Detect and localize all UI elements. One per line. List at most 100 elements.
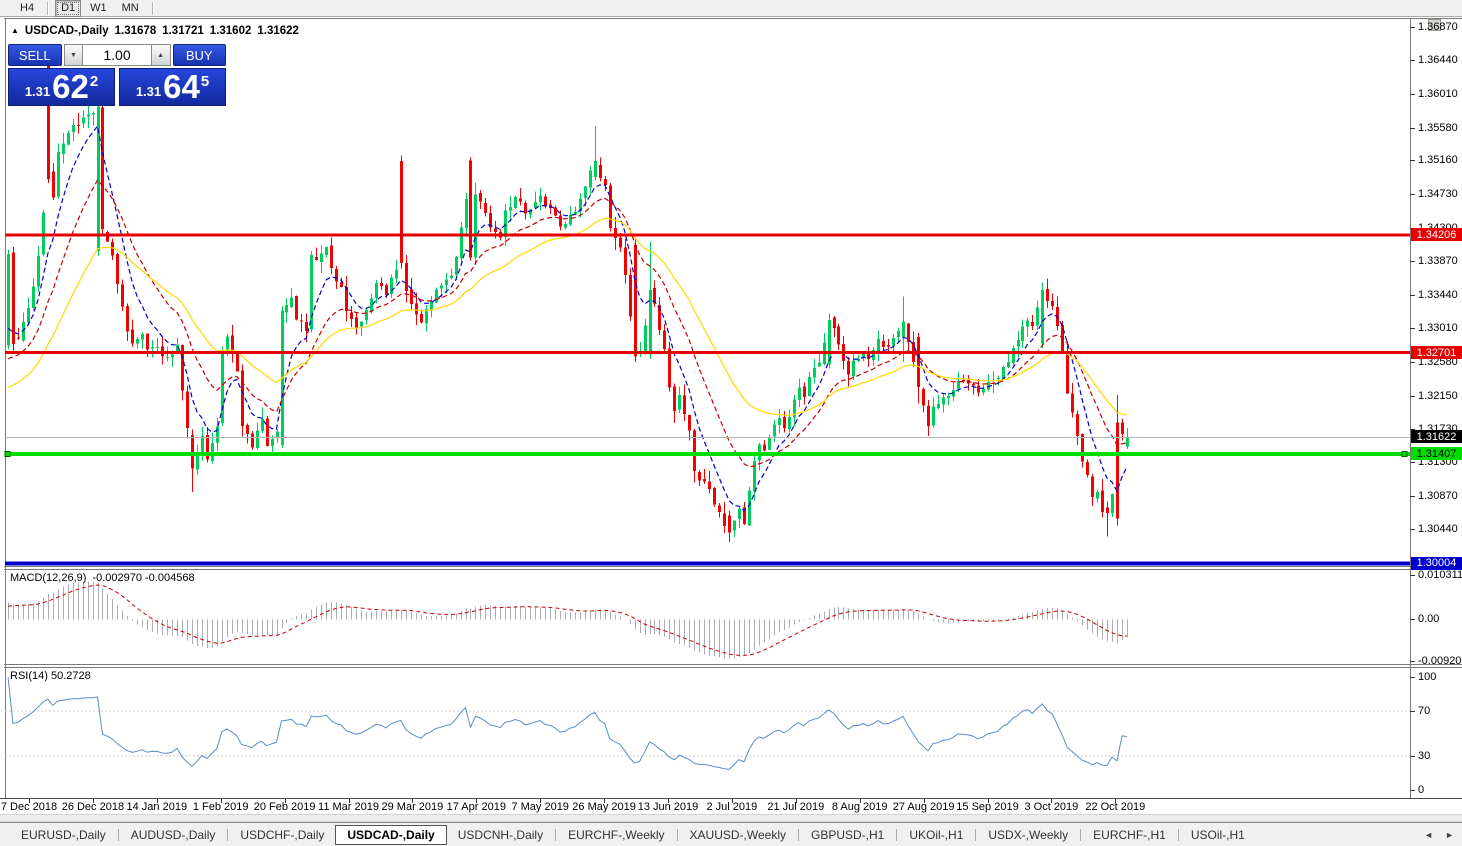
buy-price-prefix: 1.31 (135, 84, 162, 99)
volume-input[interactable]: 1.00 (83, 44, 151, 66)
price-axis-label: 1.33440 (1418, 288, 1458, 301)
price-axis-label: 1.33010 (1418, 322, 1458, 335)
date-axis-label: 17 Apr 2019 (446, 801, 506, 813)
price-axis-label: 1.30870 (1418, 489, 1458, 502)
chart-tab-audusd-daily[interactable]: AUDUSD-,Daily (130, 827, 216, 842)
chart-tab-gbpusd-h1[interactable]: GBPUSD-,H1 (811, 827, 885, 842)
tab-scroll-right-icon[interactable]: ► (1445, 829, 1454, 840)
buy-price-big: 64 (163, 68, 200, 105)
toolbar-separator (47, 1, 49, 15)
macd-axis-label: -0.009203 (1418, 655, 1462, 667)
chart-tab-eurchf-h1[interactable]: EURCHF-,H1 (1093, 827, 1166, 842)
chart-tab-ukoil-h1[interactable]: UKOil-,H1 (909, 827, 964, 842)
volume-decrease-button[interactable]: ▼ (63, 44, 84, 66)
tab-separator (1177, 828, 1179, 841)
date-axis-label: 2 Jul 2019 (706, 801, 758, 813)
chart-tab-usdchf-daily[interactable]: USDCHF-,Daily (240, 827, 325, 842)
date-axis-label: 3 Oct 2019 (1024, 801, 1079, 813)
date-axis-tick (1115, 799, 1117, 803)
collapse-panel-icon[interactable]: ▲ (11, 26, 19, 35)
date-axis-tick (795, 799, 797, 803)
one-click-trading-panel: SELL ▼ 1.00 ▲ BUY 1.31 62 2 1.31 64 5 (8, 44, 226, 106)
price-axis-label: 1.34730 (1418, 188, 1458, 201)
price-axis-label: 1.36010 (1418, 87, 1458, 100)
buy-price-pip: 5 (200, 73, 210, 90)
date-axis-label: 21 Jul 2019 (767, 801, 825, 813)
date-axis-tick (29, 799, 30, 803)
timeframe-toolbar: H4 D1 W1 MN (0, 0, 1462, 17)
date-axis-label: 14 Jan 2019 (126, 801, 188, 813)
volume-increase-button[interactable]: ▲ (150, 44, 171, 66)
date-axis-tick (348, 799, 350, 803)
buy-button[interactable]: BUY (172, 44, 226, 66)
chart-tab-usdcnh-daily[interactable]: USDCNH-,Daily (457, 827, 544, 842)
chart-tab-usoil-h1[interactable]: USOil-,H1 (1190, 827, 1245, 842)
date-axis-label: 7 May 2019 (511, 801, 569, 813)
tab-separator (975, 828, 977, 841)
macd-axis-label: 0.00 (1418, 613, 1440, 625)
date-axis-label: 26 May 2019 (572, 801, 636, 813)
sell-price-display[interactable]: 1.31 62 2 (8, 68, 115, 106)
timeframe-button-d1[interactable]: D1 (55, 0, 82, 17)
rsi-axis-label: 30 (1418, 750, 1431, 763)
chart-tab-bar: EURUSD-,Daily AUDUSD-,Daily USDCHF-,Daily U… (0, 822, 1462, 846)
date-axis-label: 13 Jun 2019 (637, 801, 699, 813)
rsi-axis-label: 100 (1418, 671, 1437, 683)
chart-scrollbar-stub (1428, 19, 1441, 31)
date-axis-tick (92, 799, 94, 803)
date-axis-tick (412, 799, 414, 803)
rsi-indicator-label: RSI(14) 50.2728 (10, 670, 91, 682)
chart-tab-usdcad-daily[interactable]: USDCAD-,Daily (335, 824, 447, 845)
timeframe-button-mn[interactable]: MN (121, 2, 139, 14)
ohlc-low: 1.31602 (209, 25, 252, 37)
date-axis-tick (540, 799, 542, 803)
chart-tab-usdx-weekly[interactable]: USDX-,Weekly (988, 827, 1069, 842)
date-axis-tick (604, 799, 606, 803)
ohlc-open: 1.31678 (114, 25, 157, 37)
tab-separator (896, 828, 898, 841)
date-axis-tick (476, 799, 478, 803)
buy-price-display[interactable]: 1.31 64 5 (119, 68, 226, 106)
timeframe-button-h4[interactable]: H4 (20, 2, 35, 14)
date-axis-label: 8 Aug 2019 (831, 801, 888, 813)
rsi-name-value: RSI(14) 50.2728 (10, 670, 91, 682)
date-axis-tick (1051, 799, 1053, 803)
date-axis-label: 7 Dec 2018 (0, 801, 58, 813)
macd-axis-label: 0.010311 (1418, 569, 1462, 581)
date-axis-label: 22 Oct 2019 (1085, 801, 1146, 813)
date-axis-tick (156, 799, 158, 803)
chart-title: ▲ USDCAD-,Daily 1.31678 1.31721 1.31602 … (11, 25, 299, 37)
date-axis-label: 27 Aug 2019 (892, 801, 955, 813)
ohlc-close: 1.31622 (257, 25, 299, 37)
tab-separator (676, 828, 678, 841)
tab-scroll-left-icon[interactable]: ◄ (1424, 829, 1434, 840)
horizontal-price-lines[interactable] (4, 233, 1410, 566)
sell-price-big: 62 (52, 68, 89, 105)
chevron-up-icon: ▲ (157, 51, 165, 59)
sell-price-pip: 2 (89, 73, 99, 90)
date-axis-label: 26 Dec 2018 (61, 801, 125, 813)
tab-separator (117, 828, 119, 841)
rsi-axis-label: 0 (1418, 783, 1425, 796)
date-axis-label: 15 Sep 2019 (956, 801, 1019, 813)
tab-separator (1080, 828, 1082, 841)
sell-button[interactable]: SELL (8, 44, 62, 66)
chart-tab-xauusd-weekly[interactable]: XAUUSD-,Weekly (689, 827, 786, 842)
candle-series (7, 55, 1129, 542)
date-axis-tick (668, 799, 669, 803)
rsi-axis-label: 70 (1418, 704, 1431, 717)
date-axis-tick (731, 799, 733, 803)
timeframe-button-w1[interactable]: W1 (90, 2, 107, 14)
price-level-badge: 1.31407 (1411, 447, 1462, 461)
price-level-badge: 1.32701 (1411, 346, 1462, 360)
chevron-down-icon: ▼ (69, 51, 77, 59)
chart-tab-eurusd-daily[interactable]: EURUSD-,Daily (21, 827, 106, 842)
price-axis-label: 1.35160 (1418, 154, 1458, 167)
horizontal-scrollbar[interactable] (0, 814, 1462, 822)
date-axis-label: 1 Feb 2019 (192, 801, 249, 813)
macd-indicator-label: MACD(12,26,9) -0.002970 -0.004568 (10, 572, 195, 584)
price-axis-label: 1.33870 (1418, 255, 1458, 268)
ohlc-high: 1.31721 (162, 25, 204, 37)
chart-tab-eurchf-weekly[interactable]: EURCHF-,Weekly (568, 827, 665, 842)
